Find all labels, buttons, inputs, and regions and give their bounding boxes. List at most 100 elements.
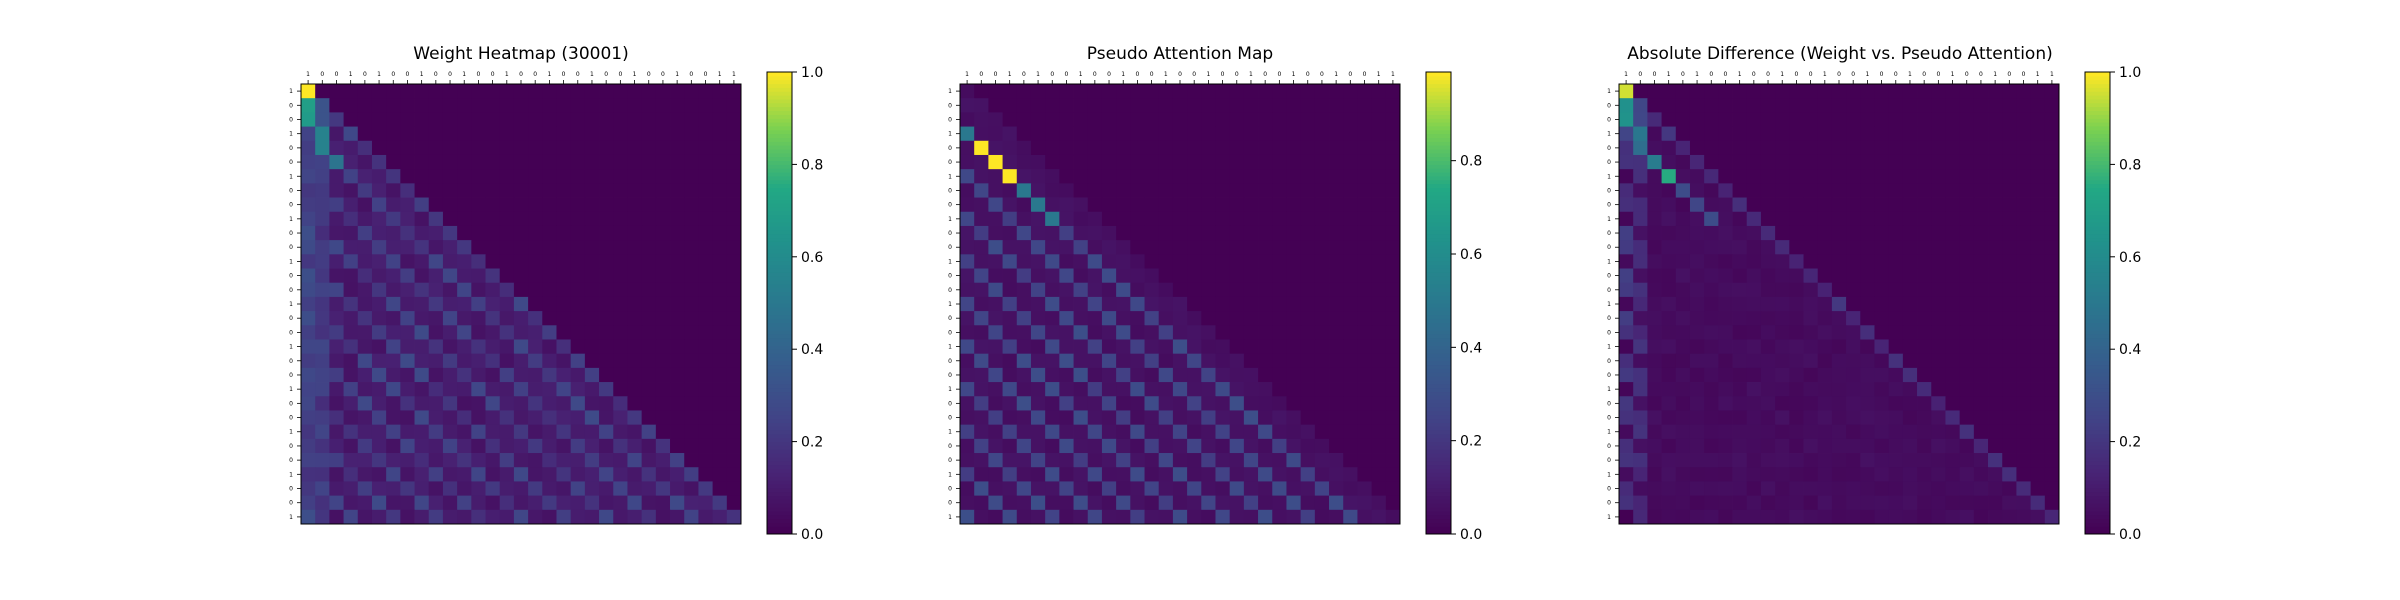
heatmap-cell xyxy=(988,254,1003,269)
heatmap-cell xyxy=(1073,154,1089,170)
heatmap-cell xyxy=(1201,353,1216,369)
heatmap-cell xyxy=(698,154,714,170)
heatmap-cell xyxy=(1016,183,1032,198)
heatmap-cell xyxy=(1633,225,1648,241)
colorbar: 0.00.20.40.60.81.0 xyxy=(2084,65,2141,543)
heatmap-cell xyxy=(2044,339,2060,355)
x-tick-label: 1 xyxy=(505,71,509,78)
colorbar-segment xyxy=(1426,395,1451,400)
heatmap-cell xyxy=(1874,183,1890,198)
heatmap-cell xyxy=(1704,467,1719,482)
heatmap-cell xyxy=(542,424,557,440)
heatmap-cell xyxy=(641,240,657,255)
heatmap-cell xyxy=(1258,240,1273,255)
heatmap-cell xyxy=(1874,268,1890,284)
heatmap-cell xyxy=(599,84,614,99)
heatmap-cell xyxy=(1902,467,1918,482)
heatmap-cell xyxy=(684,481,699,497)
colorbar-segment xyxy=(767,426,792,431)
heatmap-cell xyxy=(1846,225,1861,241)
colorbar-segment xyxy=(767,406,792,412)
heatmap-cell xyxy=(1101,254,1117,269)
heatmap-cell xyxy=(1243,240,1259,255)
heatmap-cell xyxy=(1647,495,1662,511)
heatmap-cell xyxy=(329,98,344,113)
heatmap-cell xyxy=(414,410,430,426)
heatmap-cell xyxy=(1633,211,1648,227)
x-tick-label: 1 xyxy=(306,71,310,78)
heatmap-cell xyxy=(670,396,685,411)
heatmap-cell xyxy=(1874,98,1890,113)
heatmap-cell xyxy=(726,481,742,497)
heatmap-cell xyxy=(670,225,685,241)
heatmap-cell xyxy=(1158,339,1174,355)
heatmap-cell xyxy=(1144,410,1160,426)
heatmap-cell xyxy=(1803,296,1819,312)
heatmap-cell xyxy=(1902,84,1918,99)
heatmap-cell xyxy=(1300,339,1316,355)
heatmap-cell xyxy=(1874,211,1890,227)
heatmap-cell xyxy=(1718,154,1733,170)
heatmap-cell xyxy=(1718,481,1733,497)
heatmap-cell xyxy=(1229,467,1245,482)
heatmap-cell xyxy=(343,509,359,525)
heatmap-cell xyxy=(1314,112,1330,127)
colorbar-segment xyxy=(1426,368,1451,373)
heatmap-cell xyxy=(315,240,330,255)
heatmap-cell xyxy=(1030,296,1046,312)
heatmap-cell xyxy=(1002,495,1018,511)
heatmap-cell xyxy=(329,367,344,383)
heatmap-cell xyxy=(1760,453,1776,468)
heatmap-cell xyxy=(712,467,728,482)
heatmap-cell xyxy=(613,211,628,227)
heatmap-cell xyxy=(485,140,501,156)
heatmap-cell xyxy=(1661,140,1677,156)
heatmap-cell xyxy=(698,282,714,298)
heatmap-cell xyxy=(357,140,373,156)
colorbar-segment xyxy=(2085,430,2110,435)
x-tick-label: 1 xyxy=(1377,71,1381,78)
heatmap-cell xyxy=(1357,84,1373,99)
heatmap-cell xyxy=(599,240,614,255)
heatmap-cell xyxy=(1229,98,1245,113)
heatmap-cell xyxy=(1300,495,1316,511)
colorbar-segment xyxy=(1426,441,1451,446)
heatmap-cell xyxy=(1116,410,1131,426)
heatmap-cell xyxy=(1775,382,1790,397)
heatmap-cell xyxy=(1059,311,1074,326)
heatmap-cell xyxy=(1831,254,1847,269)
heatmap-cell xyxy=(528,98,543,113)
heatmap-cell xyxy=(1888,495,1904,511)
heatmap-cell xyxy=(1846,126,1861,142)
heatmap-cell xyxy=(613,353,628,369)
heatmap-cell xyxy=(1045,183,1060,198)
heatmap-cell xyxy=(457,169,472,184)
x-tick-label: 0 xyxy=(519,71,523,78)
heatmap-cell xyxy=(974,467,989,482)
heatmap-cell xyxy=(1732,112,1748,127)
heatmap-cell xyxy=(726,424,742,440)
heatmap-cell xyxy=(670,126,685,142)
heatmap-cell xyxy=(570,467,586,482)
heatmap-cell xyxy=(1158,211,1174,227)
heatmap-cell xyxy=(1002,396,1018,411)
heatmap-cell xyxy=(386,495,401,511)
heatmap-cell xyxy=(1704,225,1719,241)
heatmap-cell xyxy=(1647,140,1662,156)
heatmap-cell xyxy=(1846,382,1861,397)
heatmap-cell xyxy=(1116,282,1131,298)
heatmap-cell xyxy=(1675,197,1691,213)
heatmap-cell xyxy=(1158,154,1174,170)
heatmap-cell xyxy=(1817,240,1833,255)
colorbar-segment xyxy=(1426,87,1451,92)
heatmap-cell xyxy=(542,438,557,454)
heatmap-cell xyxy=(1243,84,1259,99)
heatmap-cell xyxy=(1385,140,1401,156)
heatmap-cell xyxy=(1059,410,1074,426)
heatmap-cell xyxy=(1732,268,1748,284)
colorbar-segment xyxy=(1426,98,1451,104)
colorbar-segment xyxy=(2085,349,2110,354)
heatmap-cell xyxy=(1300,481,1316,497)
heatmap-cell xyxy=(1973,481,1989,497)
